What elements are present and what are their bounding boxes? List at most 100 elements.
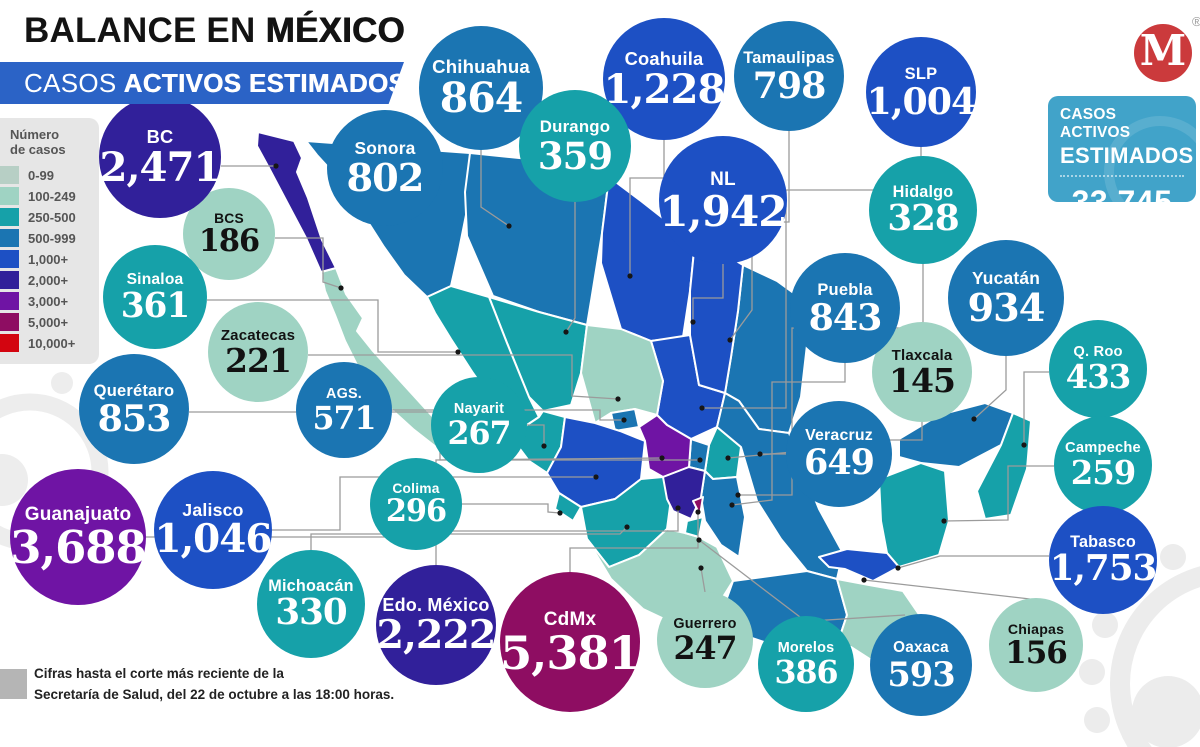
state-name: Colima bbox=[392, 480, 440, 496]
legend-swatch bbox=[0, 187, 19, 206]
legend-row: 0-99 bbox=[0, 165, 99, 186]
map-state-campeche bbox=[878, 462, 950, 568]
legend-swatch bbox=[0, 334, 19, 353]
legend-row: 5,000+ bbox=[0, 312, 99, 333]
map-dot-slp bbox=[699, 405, 705, 411]
legend-row: 500-999 bbox=[0, 228, 99, 249]
legend-label: 250-500 bbox=[28, 209, 76, 225]
state-circle-guanajuato: Guanajuato 3,688 bbox=[10, 469, 147, 605]
connector-edomex bbox=[435, 508, 679, 565]
connector-morelos bbox=[698, 539, 801, 618]
connector-durango bbox=[565, 202, 576, 333]
state-value: 1,046 bbox=[154, 516, 273, 563]
state-name: Michoacán bbox=[268, 577, 354, 595]
state-name: AGS. bbox=[326, 385, 362, 402]
state-name: Sinaloa bbox=[126, 270, 184, 288]
state-value: 359 bbox=[537, 133, 613, 178]
state-value: 247 bbox=[673, 630, 737, 668]
state-name: Tabasco bbox=[1070, 533, 1136, 551]
map-dot-yucatan bbox=[971, 416, 977, 422]
connector-colima bbox=[462, 503, 561, 514]
map-dot-guanajuato bbox=[659, 455, 665, 461]
legend-title: Número de casos bbox=[10, 127, 66, 158]
map-dot-puebla bbox=[729, 502, 735, 508]
legend-label: 0-99 bbox=[28, 167, 55, 183]
state-circle-nl: NL 1,942 bbox=[659, 136, 788, 264]
connector-qroo bbox=[1023, 371, 1049, 445]
legend: Número de casos 0-99 100-249 250-500 500-999… bbox=[0, 118, 99, 364]
state-circle-qroo: Q. Roo 433 bbox=[1049, 320, 1147, 418]
state-value: 221 bbox=[225, 340, 292, 380]
title-bold: MÉXICO bbox=[265, 11, 405, 50]
subtitle-bold: ACTIVOS ESTIMADOS bbox=[123, 67, 406, 98]
footnote: Cifras hasta el corte más reciente de la… bbox=[0, 664, 394, 706]
legend-label: 2,000+ bbox=[28, 272, 69, 288]
map-state-tabasco bbox=[818, 548, 900, 582]
legend-swatch bbox=[0, 166, 19, 185]
state-name: BCS bbox=[214, 210, 244, 226]
legend-label: 3,000+ bbox=[28, 293, 69, 309]
state-circle-bc: BC 2,471 bbox=[99, 96, 222, 218]
state-name: CdMx bbox=[543, 608, 597, 630]
map-dot-qroo bbox=[1021, 442, 1027, 448]
map-dot-veracruz bbox=[757, 451, 763, 457]
state-circle-veracruz: Veracruz 649 bbox=[786, 401, 892, 507]
connector-cdmx bbox=[569, 512, 699, 572]
legend-rows: 0-99 100-249 250-500 500-999 1,000+ 2,000+ 3,0… bbox=[0, 165, 99, 354]
state-name: Campeche bbox=[1065, 440, 1141, 457]
state-circle-colima: Colima 296 bbox=[370, 458, 462, 550]
legend-row: 2,000+ bbox=[0, 270, 99, 291]
title-regular: BALANCE EN bbox=[24, 11, 266, 50]
state-value: 296 bbox=[385, 493, 447, 530]
state-name: Chiapas bbox=[1007, 621, 1065, 638]
state-name: Querétaro bbox=[93, 381, 175, 400]
state-value: 186 bbox=[198, 223, 260, 260]
connector-sinaloa bbox=[207, 299, 458, 353]
state-name: Q. Roo bbox=[1073, 344, 1123, 361]
state-value: 2,471 bbox=[99, 144, 221, 192]
state-name: Guerrero bbox=[673, 615, 737, 632]
legend-row: 10,000+ bbox=[0, 333, 99, 354]
map-dot-sinaloa bbox=[455, 349, 461, 355]
legend-swatch bbox=[0, 292, 19, 311]
state-name: Edo. México bbox=[382, 595, 490, 616]
legend-label: 5,000+ bbox=[28, 314, 69, 330]
state-value: 5,381 bbox=[500, 625, 641, 680]
state-circle-hidalgo: Hidalgo 328 bbox=[869, 156, 977, 264]
map-dot-cdmx bbox=[695, 509, 701, 515]
legend-swatch bbox=[0, 271, 19, 290]
legend-row: 100-249 bbox=[0, 186, 99, 207]
state-value: 1,004 bbox=[866, 80, 977, 124]
state-circle-morelos: Morelos 386 bbox=[758, 616, 854, 712]
state-name: NL bbox=[710, 168, 736, 190]
map-dot-coahuila bbox=[627, 273, 633, 279]
state-circle-jalisco: Jalisco 1,046 bbox=[154, 471, 272, 589]
connector-chiapas bbox=[863, 579, 1031, 600]
state-name: Tamaulipas bbox=[743, 48, 835, 67]
total-box: CASOS ACTIVOS ESTIMADOS 33,745 bbox=[1048, 96, 1196, 202]
map-dot-bcs bbox=[338, 285, 344, 291]
state-value: 433 bbox=[1065, 357, 1131, 396]
state-value: 259 bbox=[1070, 453, 1136, 492]
state-name: Jalisco bbox=[182, 499, 244, 520]
state-name: Tlaxcala bbox=[891, 346, 953, 364]
subtitle-bar: CASOS ACTIVOS ESTIMADOS bbox=[0, 62, 404, 104]
map-dot-chihuahua bbox=[506, 223, 512, 229]
state-circle-sonora: Sonora 802 bbox=[327, 110, 443, 226]
state-circle-guerrero: Guerrero 247 bbox=[657, 592, 753, 688]
map-dot-nayarit bbox=[541, 443, 547, 449]
state-value: 1,753 bbox=[1049, 548, 1158, 590]
legend-swatch bbox=[0, 313, 19, 332]
connector-yucatan bbox=[973, 356, 1007, 420]
map-dot-durango bbox=[563, 329, 569, 335]
state-circle-michoacan: Michoacán 330 bbox=[257, 550, 365, 658]
page-title: BALANCE EN MÉXICO bbox=[24, 11, 405, 51]
state-circle-tabasco: Tabasco 1,753 bbox=[1049, 506, 1157, 614]
connector-guerrero bbox=[700, 567, 706, 593]
state-circle-durango: Durango 359 bbox=[519, 90, 631, 202]
map-dot-hidalgo bbox=[725, 455, 731, 461]
state-value: 798 bbox=[752, 64, 827, 108]
map-dot-edomex bbox=[675, 505, 681, 511]
